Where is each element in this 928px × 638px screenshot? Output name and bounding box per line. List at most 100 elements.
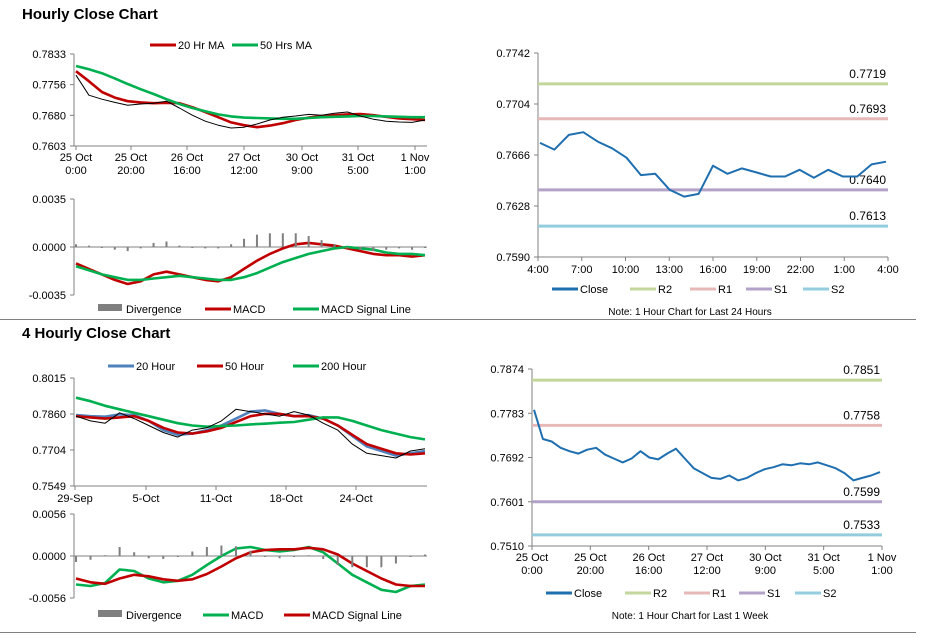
four-hourly-price-series-200-hour	[75, 396, 426, 441]
hourly-price-x-tick-label-time: 12:00	[230, 165, 258, 177]
hourly-levels-level-label-r1: 0.7693	[849, 102, 886, 116]
four-hourly-levels-x-tick-label-time: 9:00	[755, 565, 776, 577]
hourly-section-title: Hourly Close Chart	[22, 6, 158, 23]
four-hourly-levels-x-tick-label: 1 Nov	[868, 552, 897, 564]
four-hourly-levels-x-tick-label-time: 12:00	[693, 565, 721, 577]
four-hourly-price-series-50-hour	[75, 412, 426, 456]
four-hourly-levels-x-tick-label-time: 20:00	[577, 565, 605, 577]
four-hourly-levels-y-tick-label: 0.7601	[490, 497, 524, 509]
four-hourly-macd-divergence-bar	[307, 555, 310, 557]
hourly-macd-y-tick-label: 0.0000	[32, 242, 66, 254]
four-hourly-levels-legend-label-close: Close	[574, 588, 602, 600]
hourly-levels-level-label-s2: 0.7613	[849, 209, 886, 223]
hourly-macd-divergence-bar	[165, 241, 168, 247]
four-hourly-levels-legend-label-r1: R1	[712, 588, 726, 600]
four-hourly-levels-legend-label-s2: S2	[823, 588, 836, 600]
hourly-price-series-close	[75, 74, 426, 129]
hourly-levels-level-label-s1: 0.7640	[849, 173, 886, 187]
four-hourly-levels-y-tick-label: 0.7874	[490, 364, 524, 376]
four-hourly-macd-divergence-bar	[89, 556, 92, 560]
four-hourly-macd-y-tick-label: -0.0056	[29, 593, 66, 605]
hourly-macd-divergence-bar	[87, 245, 90, 247]
four-hourly-macd-divergence-bar	[365, 556, 368, 568]
four-hourly-levels-level-label-r1: 0.7758	[843, 408, 880, 422]
hourly-levels-x-tick-label: 22:00	[787, 264, 815, 276]
hourly-macd-legend-swatch-divergence	[98, 304, 122, 311]
four-hourly-macd-divergence-bar	[264, 556, 267, 557]
four-hourly-levels-x-tick-label-time: 1:00	[871, 565, 892, 577]
hourly-levels-x-tick-label: 4:00	[877, 264, 898, 276]
hourly-levels-x-tick-label: 4:00	[527, 264, 548, 276]
hourly-price-x-tick-label-time: 9:00	[291, 165, 312, 177]
four-hourly-macd-legend-swatch-divergence	[98, 610, 122, 617]
four-hourly-levels-note: Note: 1 Hour Chart for Last 1 Week	[612, 611, 770, 622]
hourly-levels-x-tick-label: 7:00	[571, 264, 592, 276]
hourly-macd-y-tick-label: -0.0035	[29, 290, 66, 302]
four-hourly-levels-series-close	[533, 409, 881, 482]
four-hourly-macd-legend-label-macd: MACD	[231, 610, 263, 622]
hourly-price-legend-label-20-hr-ma: 20 Hr MA	[178, 40, 225, 52]
hourly-macd-divergence-bar	[294, 233, 297, 247]
four-hourly-levels-level-label-s2: 0.7533	[843, 518, 880, 532]
hourly-macd-legend-label-macd-signal-line: MACD Signal Line	[321, 304, 411, 316]
four-hourly-macd-divergence-bar	[336, 556, 339, 565]
hourly-levels-legend-label-r2: R2	[658, 284, 672, 296]
hourly-price-x-tick-label: 25 Oct	[60, 152, 92, 164]
hourly-price-x-tick-label: 30 Oct	[286, 152, 318, 164]
four-hourly-levels-legend-label-r2: R2	[653, 588, 667, 600]
four-hourly-price-x-tick-label: 24-Oct	[339, 493, 372, 505]
hourly-levels-legend-label-r1: R1	[718, 284, 732, 296]
hourly-levels-note: Note: 1 Hour Chart for Last 24 Hours	[608, 307, 771, 318]
four-hourly-macd-divergence-bar	[75, 556, 77, 562]
four-hourly-levels-x-tick-label-time: 5:00	[813, 565, 834, 577]
four-hourly-levels-y-tick-label: 0.7692	[490, 453, 524, 465]
hourly-macd-divergence-bar	[359, 247, 362, 250]
four-hourly-macd-divergence-bar	[162, 556, 165, 559]
four-hourly-price-y-tick-label: 0.7860	[32, 409, 66, 421]
hourly-macd-divergence-bar	[268, 233, 271, 247]
four-hourly-levels-x-tick-label: 30 Oct	[749, 552, 781, 564]
four-hourly-macd-divergence-bar	[278, 556, 281, 559]
hourly-macd-divergence-bar	[424, 247, 426, 248]
hourly-macd-divergence-bar	[346, 247, 349, 249]
four-hourly-macd-divergence-bar	[380, 556, 383, 568]
four-hourly-price-legend-label-50-hour: 50 Hour	[225, 361, 264, 373]
hourly-price-x-tick-label-time: 20:00	[117, 165, 145, 177]
four-hourly-levels-legend-label-s1: S1	[767, 588, 780, 600]
four-hourly-levels-y-tick-label: 0.7510	[490, 541, 524, 553]
four-hourly-macd-legend-label-macd-signal-line: MACD Signal Line	[312, 610, 402, 622]
four-hourly-macd-divergence-bar	[234, 546, 237, 556]
four-hourly-levels-x-tick-label-time: 0:00	[521, 565, 542, 577]
four-hourly-macd-divergence-bar	[424, 554, 426, 556]
hourly-price-x-tick-label-time: 16:00	[173, 165, 201, 177]
four-hourly-price-x-tick-label: 5-Oct	[133, 493, 160, 505]
hourly-macd-divergence-bar	[411, 247, 414, 250]
four-hourly-macd-divergence-bar	[176, 556, 179, 557]
hourly-macd-legend-label-divergence: Divergence	[126, 304, 182, 316]
four-hourly-levels-x-tick-label: 25 Oct	[516, 552, 548, 564]
four-hourly-macd-divergence-bar	[191, 551, 194, 556]
hourly-levels-y-tick-label: 0.7628	[496, 201, 530, 213]
four-hourly-price-legend-label-20-hour: 20 Hour	[136, 361, 175, 373]
four-hourly-macd-divergence-bar	[104, 555, 107, 557]
hourly-price-x-tick-label: 1 Nov	[401, 152, 430, 164]
hourly-price-x-tick-label: 26 Oct	[171, 152, 203, 164]
four-hourly-macd-divergence-bar	[220, 545, 223, 556]
hourly-price-x-tick-label-time: 1:00	[404, 165, 425, 177]
hourly-levels-y-tick-label: 0.7704	[496, 99, 530, 111]
hourly-levels-legend-label-close: Close	[580, 284, 608, 296]
four-hourly-macd-y-tick-label: 0.0000	[32, 551, 66, 563]
four-hourly-price-y-tick-label: 0.7549	[32, 481, 66, 493]
hourly-price-x-tick-label: 27 Oct	[228, 152, 260, 164]
hourly-macd-divergence-bar	[243, 238, 246, 247]
hourly-macd-divergence-bar	[281, 233, 284, 247]
hourly-levels-legend-label-s2: S2	[831, 284, 844, 296]
hourly-macd-divergence-bar	[100, 247, 103, 248]
hourly-macd-divergence-bar	[255, 234, 258, 247]
four-hourly-section-title: 4 Hourly Close Chart	[22, 325, 171, 342]
hourly-macd-divergence-bar	[217, 247, 220, 249]
hourly-price-series-20-hr-ma	[75, 70, 426, 129]
hourly-macd-divergence-bar	[372, 247, 375, 252]
hourly-macd-series-macd	[75, 241, 426, 286]
